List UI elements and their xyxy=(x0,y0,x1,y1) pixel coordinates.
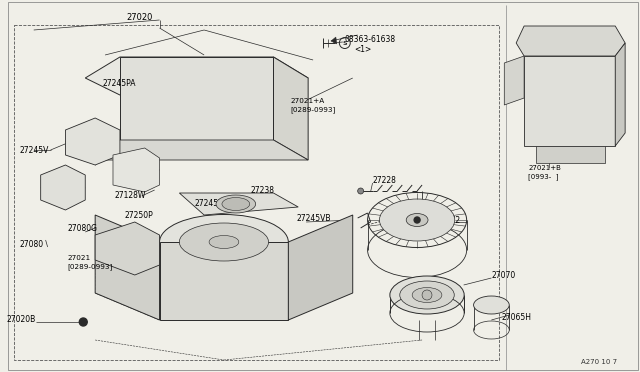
Circle shape xyxy=(422,290,432,300)
Text: 27072: 27072 xyxy=(437,215,461,224)
Polygon shape xyxy=(179,193,298,215)
Text: 27228: 27228 xyxy=(372,176,396,185)
Text: 27065H: 27065H xyxy=(501,314,531,323)
Text: 27245PA: 27245PA xyxy=(102,78,136,87)
Ellipse shape xyxy=(400,281,454,309)
Text: A270 10 7: A270 10 7 xyxy=(580,359,617,365)
Polygon shape xyxy=(536,146,605,163)
Polygon shape xyxy=(120,57,273,140)
Polygon shape xyxy=(524,56,615,146)
Text: [0289-0993]: [0289-0993] xyxy=(67,264,113,270)
Text: <1>: <1> xyxy=(355,45,372,54)
Text: 27245P: 27245P xyxy=(194,199,223,208)
Text: 27020: 27020 xyxy=(127,13,153,22)
Polygon shape xyxy=(41,165,85,210)
Bar xyxy=(14,25,499,360)
Text: 27238: 27238 xyxy=(251,186,275,195)
Ellipse shape xyxy=(380,199,455,241)
Ellipse shape xyxy=(406,214,428,227)
Text: 27080: 27080 xyxy=(20,240,44,248)
Polygon shape xyxy=(159,242,289,320)
Text: [0993-  ]: [0993- ] xyxy=(528,174,559,180)
Polygon shape xyxy=(504,56,524,105)
Text: 27020B: 27020B xyxy=(6,315,36,324)
Polygon shape xyxy=(331,37,337,44)
Ellipse shape xyxy=(390,276,464,314)
Polygon shape xyxy=(516,26,625,56)
Polygon shape xyxy=(615,43,625,146)
Text: 27070: 27070 xyxy=(492,272,516,280)
Ellipse shape xyxy=(216,195,255,213)
Text: 27080G: 27080G xyxy=(67,224,97,232)
Polygon shape xyxy=(289,215,353,320)
Polygon shape xyxy=(273,57,308,160)
Polygon shape xyxy=(65,118,120,165)
Text: 27245VB: 27245VB xyxy=(296,214,331,222)
Text: 27021: 27021 xyxy=(67,255,90,261)
Text: [0289-0993]: [0289-0993] xyxy=(291,107,335,113)
Polygon shape xyxy=(85,140,308,160)
Circle shape xyxy=(79,318,87,326)
Ellipse shape xyxy=(474,296,509,314)
Polygon shape xyxy=(95,222,159,275)
Text: 27250P: 27250P xyxy=(125,211,154,219)
Text: 08363-61638: 08363-61638 xyxy=(345,35,396,44)
Ellipse shape xyxy=(412,288,442,302)
Ellipse shape xyxy=(209,235,239,248)
Circle shape xyxy=(414,217,420,223)
Text: 27128W: 27128W xyxy=(115,190,147,199)
Ellipse shape xyxy=(179,223,269,261)
Text: 27021+B: 27021+B xyxy=(528,165,561,171)
Ellipse shape xyxy=(222,198,250,211)
Ellipse shape xyxy=(159,215,289,269)
Text: 27245V: 27245V xyxy=(20,145,49,154)
Polygon shape xyxy=(85,57,308,95)
Polygon shape xyxy=(95,215,159,320)
Circle shape xyxy=(358,188,364,194)
Text: S: S xyxy=(342,41,347,45)
Polygon shape xyxy=(113,148,159,192)
Text: 27021+A: 27021+A xyxy=(291,98,324,104)
